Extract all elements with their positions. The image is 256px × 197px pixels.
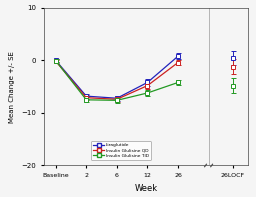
Y-axis label: Mean Change +/- SE: Mean Change +/- SE: [9, 51, 15, 123]
Legend: Liraglutide, Insulin Glulisine QD, Insulin Glulisine TID: Liraglutide, Insulin Glulisine QD, Insul…: [91, 141, 151, 160]
X-axis label: Week: Week: [134, 184, 157, 193]
